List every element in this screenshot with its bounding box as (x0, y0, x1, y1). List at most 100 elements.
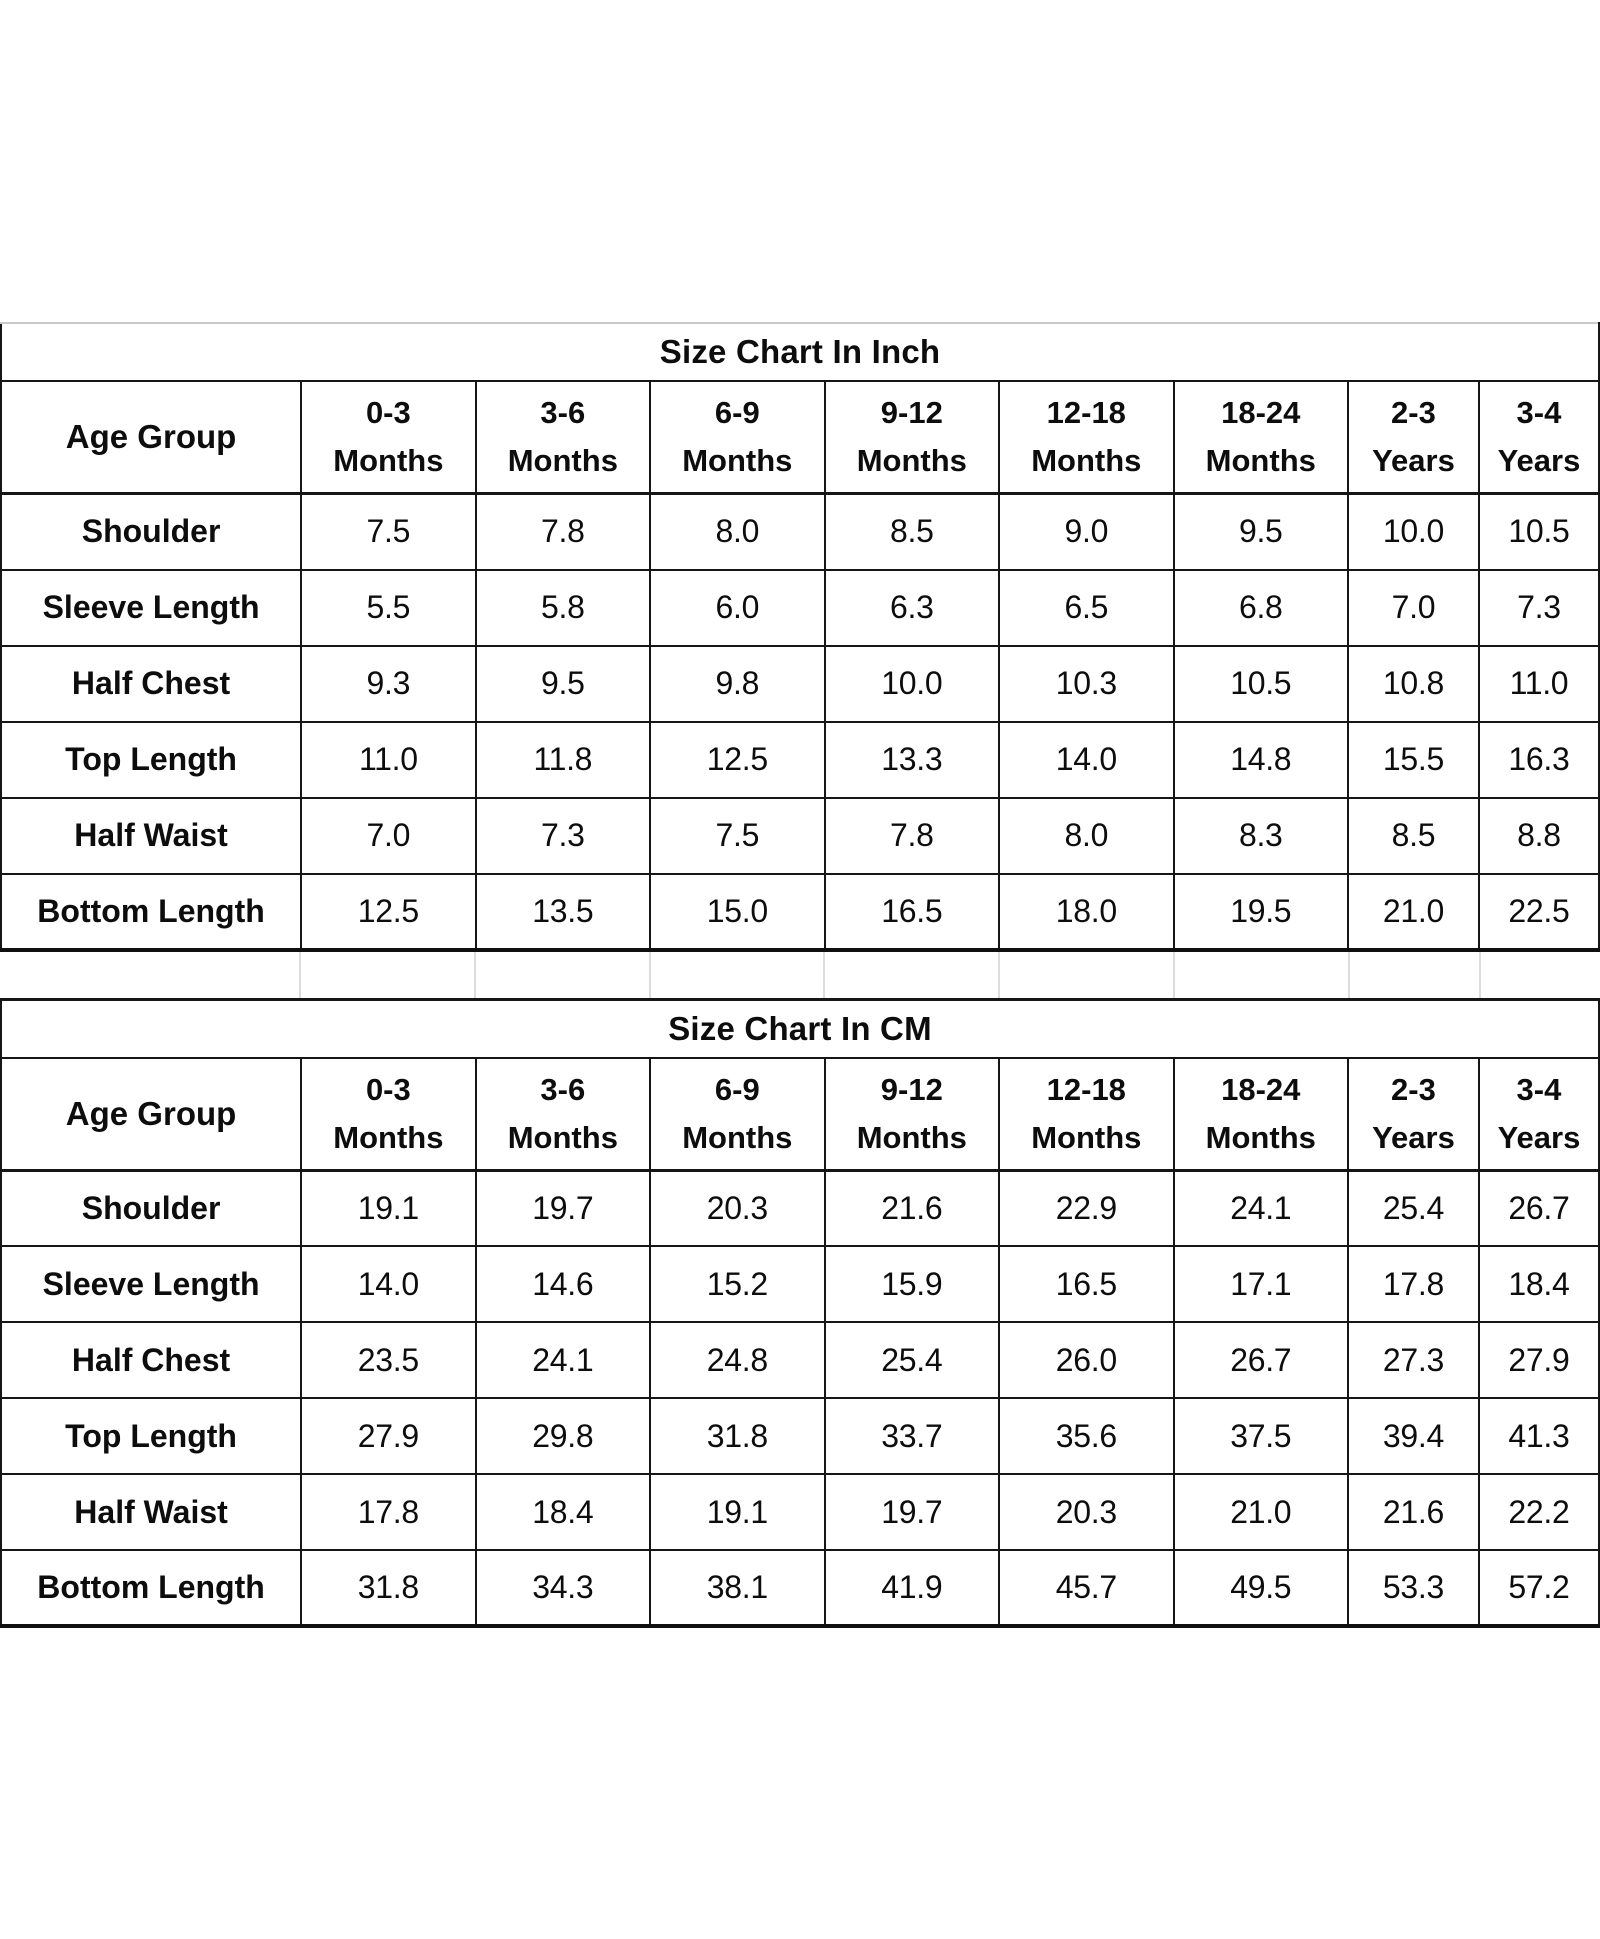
gap-cell (1350, 951, 1482, 998)
cell: 7.5 (300, 492, 477, 571)
cell: 17.8 (1347, 1245, 1480, 1323)
cell: 6.3 (823, 568, 1001, 647)
cell: 24.8 (649, 1321, 826, 1399)
cell: 34.3 (474, 1549, 652, 1628)
cell: 7.3 (1477, 568, 1600, 647)
cell: 21.6 (1347, 1473, 1480, 1551)
col-header: 6-9 Months (649, 1056, 826, 1172)
cell: 14.6 (474, 1245, 652, 1323)
cell: 10.3 (998, 644, 1175, 723)
cell: 13.3 (823, 720, 1001, 799)
cell: 11.0 (300, 720, 477, 799)
cell: 10.5 (1172, 644, 1350, 723)
title-row: Size Chart In Inch (0, 322, 1600, 382)
row-label: Half Waist (0, 1473, 303, 1551)
col-header: 3-6 Months (474, 380, 652, 495)
cell: 12.5 (649, 720, 826, 799)
table-gap-divider (0, 951, 1600, 998)
table-row: Top Length 11.0 11.8 12.5 13.3 14.0 14.8… (0, 720, 1600, 799)
cell: 10.0 (823, 644, 1001, 723)
cell: 10.5 (1477, 492, 1600, 571)
gap-cell (301, 951, 476, 998)
cell: 23.5 (300, 1321, 477, 1399)
table-row: Shoulder 19.1 19.7 20.3 21.6 22.9 24.1 2… (0, 1169, 1600, 1247)
title-row: Size Chart In CM (0, 997, 1600, 1059)
cell: 8.8 (1477, 796, 1600, 875)
cell: 6.8 (1172, 568, 1350, 647)
cell: 26.7 (1477, 1169, 1600, 1247)
cell: 8.3 (1172, 796, 1350, 875)
size-chart-cm-table: Size Chart In CM Age Group 0-3 Months 3-6… (0, 997, 1600, 1628)
cell: 38.1 (649, 1549, 826, 1628)
row-label: Bottom Length (0, 872, 303, 952)
col-header: 3-4 Years (1477, 1056, 1600, 1172)
cell: 19.5 (1172, 872, 1350, 952)
cell: 10.8 (1347, 644, 1480, 723)
col-header: 18-24 Months (1172, 1056, 1350, 1172)
cell: 8.5 (1347, 796, 1480, 875)
cell: 8.0 (998, 796, 1175, 875)
cell: 9.5 (474, 644, 652, 723)
cell: 9.3 (300, 644, 477, 723)
cell: 15.9 (823, 1245, 1001, 1323)
size-chart-sheet: Size Chart In Inch Age Group 0-3 Months 3… (0, 322, 1600, 1628)
cell: 20.3 (649, 1169, 826, 1247)
row-label: Half Waist (0, 796, 303, 875)
cell: 16.5 (998, 1245, 1175, 1323)
cell: 8.5 (823, 492, 1001, 571)
cell: 26.7 (1172, 1321, 1350, 1399)
corner-age-group-label: Age Group (0, 1056, 303, 1172)
cell: 6.5 (998, 568, 1175, 647)
table-row: Half Waist 17.8 18.4 19.1 19.7 20.3 21.0… (0, 1473, 1600, 1551)
cell: 7.3 (474, 796, 652, 875)
cell: 19.7 (474, 1169, 652, 1247)
cell: 49.5 (1172, 1549, 1350, 1628)
table-row: Half Chest 9.3 9.5 9.8 10.0 10.3 10.5 10… (0, 644, 1600, 723)
cell: 31.8 (649, 1397, 826, 1475)
col-header: 3-6 Months (474, 1056, 652, 1172)
cell: 35.6 (998, 1397, 1175, 1475)
table-row: Top Length 27.9 29.8 31.8 33.7 35.6 37.5… (0, 1397, 1600, 1475)
cell: 10.0 (1347, 492, 1480, 571)
row-label: Top Length (0, 720, 303, 799)
cell: 5.5 (300, 568, 477, 647)
cell: 33.7 (823, 1397, 1001, 1475)
cell: 57.2 (1477, 1549, 1600, 1628)
table-row: Bottom Length 31.8 34.3 38.1 41.9 45.7 4… (0, 1549, 1600, 1628)
cell: 21.6 (823, 1169, 1001, 1247)
size-chart-inch-table: Size Chart In Inch Age Group 0-3 Months 3… (0, 322, 1600, 952)
table-row: Half Waist 7.0 7.3 7.5 7.8 8.0 8.3 8.5 8… (0, 796, 1600, 875)
col-header: 9-12 Months (823, 1056, 1001, 1172)
cell: 22.2 (1477, 1473, 1600, 1551)
cell: 27.9 (1477, 1321, 1600, 1399)
row-label: Bottom Length (0, 1549, 303, 1628)
col-header: 0-3 Months (300, 1056, 477, 1172)
cell: 18.4 (474, 1473, 652, 1551)
table-row: Sleeve Length 5.5 5.8 6.0 6.3 6.5 6.8 7.… (0, 568, 1600, 647)
cell: 15.2 (649, 1245, 826, 1323)
cell: 14.0 (998, 720, 1175, 799)
gap-cell (1481, 952, 1600, 998)
cell: 5.8 (474, 568, 652, 647)
cell: 19.1 (649, 1473, 826, 1551)
cell: 53.3 (1347, 1549, 1480, 1628)
row-label: Sleeve Length (0, 1245, 303, 1323)
cell: 25.4 (823, 1321, 1001, 1399)
cell: 11.0 (1477, 644, 1600, 723)
table-row: Half Chest 23.5 24.1 24.8 25.4 26.0 26.7… (0, 1321, 1600, 1399)
col-header: 6-9 Months (649, 380, 826, 495)
cell: 9.5 (1172, 492, 1350, 571)
cell: 14.0 (300, 1245, 477, 1323)
cell: 14.8 (1172, 720, 1350, 799)
cell: 17.8 (300, 1473, 477, 1551)
row-label: Shoulder (0, 492, 303, 571)
cell: 31.8 (300, 1549, 477, 1628)
cell: 11.8 (474, 720, 652, 799)
cell: 9.8 (649, 644, 826, 723)
row-label: Half Chest (0, 1321, 303, 1399)
gap-cell (0, 951, 301, 998)
cell: 25.4 (1347, 1169, 1480, 1247)
cell: 41.3 (1477, 1397, 1600, 1475)
cell: 15.5 (1347, 720, 1480, 799)
cell: 19.7 (823, 1473, 1001, 1551)
